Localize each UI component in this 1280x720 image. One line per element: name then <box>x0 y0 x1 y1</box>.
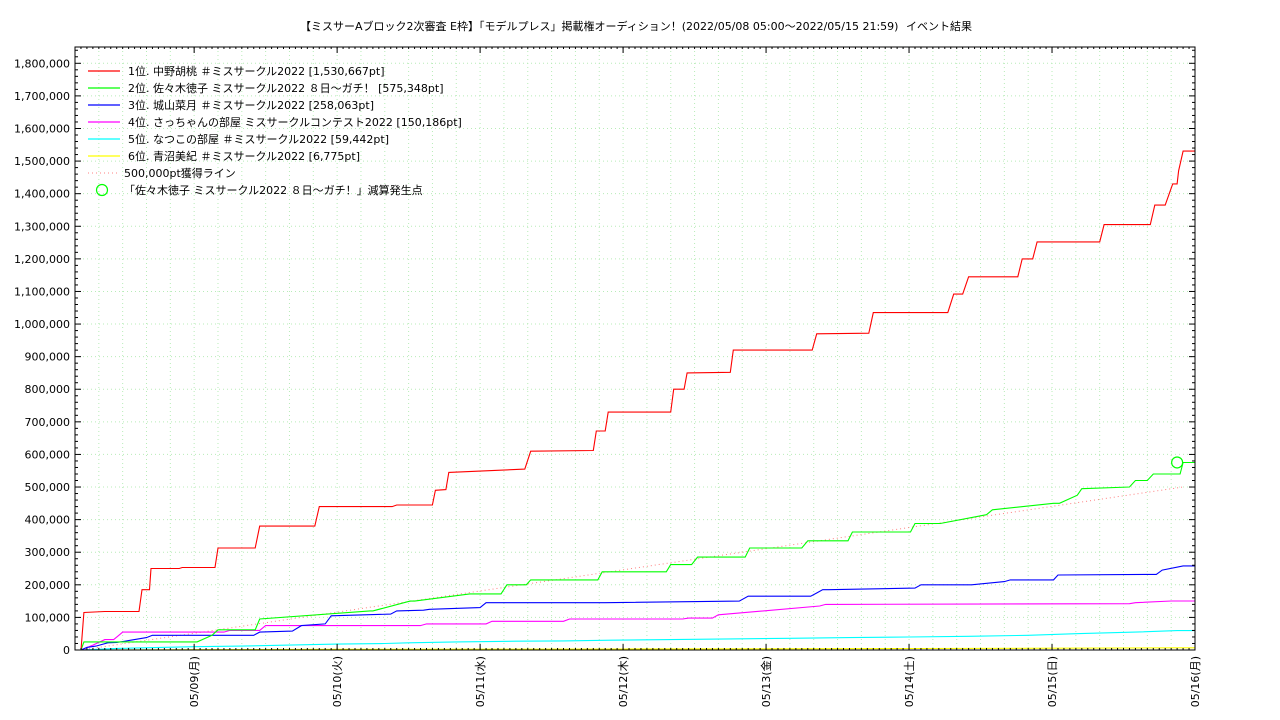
x-tick-label: 05/11(水) <box>474 656 487 707</box>
y-tick-label: 1,400,000 <box>14 188 70 201</box>
chart-title: 【ミスサーAブロック2次審査 E枠】「モデルプレス」掲載権オーディション！(20… <box>300 19 898 33</box>
y-tick-label: 700,000 <box>25 416 71 429</box>
grid-layer <box>75 47 1195 650</box>
y-tick-label: 100,000 <box>25 611 71 624</box>
series-line <box>80 600 1195 651</box>
x-tick-label: 05/09(月) <box>188 656 201 707</box>
y-tick-label: 1,700,000 <box>14 90 70 103</box>
y-tick-label: 600,000 <box>25 448 71 461</box>
legend-label: 「佐々木徳子 ミスサークル2022 ８日〜ガチ！」減算発生点 <box>124 183 423 197</box>
x-tick-label: 05/14(土) <box>903 656 916 707</box>
legend-label: 5位. なつこの部屋 ＃ミスサークル2022 [59,442pt] <box>128 132 389 146</box>
y-tick-label: 1,600,000 <box>14 122 70 135</box>
x-tick-label: 05/16(月) <box>1189 656 1202 707</box>
y-tick-label: 400,000 <box>25 514 71 527</box>
series-line <box>80 461 1195 651</box>
legend-label: 1位. 中野胡桃 ＃ミスサークル2022 [1,530,667pt] <box>128 64 385 78</box>
y-tick-label: 1,500,000 <box>14 155 70 168</box>
x-tick-label: 05/12(木) <box>617 656 630 707</box>
y-tick-label: 500,000 <box>25 481 71 494</box>
y-tick-label: 1,200,000 <box>14 253 70 266</box>
legend-label: 6位. 青沼美紀 ＃ミスサークル2022 [6,775pt] <box>128 149 360 163</box>
y-tick-label: 1,300,000 <box>14 220 70 233</box>
y-tick-label: 0 <box>63 644 70 657</box>
y-tick-label: 1,800,000 <box>14 57 70 70</box>
y-tick-label: 1,000,000 <box>14 318 70 331</box>
legend-marker <box>95 183 109 197</box>
series-line <box>80 150 1195 651</box>
series-line <box>80 630 1195 651</box>
legend-label: 3位. 城山菜月 ＃ミスサークル2022 [258,063pt] <box>128 98 374 112</box>
y-tick-label: 200,000 <box>25 579 71 592</box>
series-line <box>80 565 1195 651</box>
legend-label: 4位. さっちゃんの部屋 ミスサークルコンテスト2022 [150,186pt] <box>128 115 462 129</box>
x-tick-label: 05/10(火) <box>331 656 344 707</box>
series-line <box>80 486 1184 651</box>
axis-layer: 0 100,000 200,000 300,000 400,000 500,000 600,… <box>14 47 1202 707</box>
x-tick-label: 05/15(日) <box>1046 656 1059 707</box>
chart-subtitle: イベント結果 <box>906 19 972 33</box>
annotation-marker <box>1171 456 1184 469</box>
y-tick-label: 800,000 <box>25 383 71 396</box>
legend-label: 2位. 佐々木徳子 ミスサークル2022 ８日〜ガチ！ [575,348pt] <box>128 81 444 95</box>
y-tick-label: 1,100,000 <box>14 285 70 298</box>
annotation-layer <box>1171 456 1184 469</box>
x-tick-label: 05/13(金) <box>759 656 773 707</box>
legend: 1位. 中野胡桃 ＃ミスサークル2022 [1,530,667pt] 2位. 佐々… <box>88 64 462 197</box>
y-tick-label: 900,000 <box>25 351 71 364</box>
legend-label: 500,000pt獲得ライン <box>124 167 236 180</box>
y-tick-label: 300,000 <box>25 546 71 559</box>
